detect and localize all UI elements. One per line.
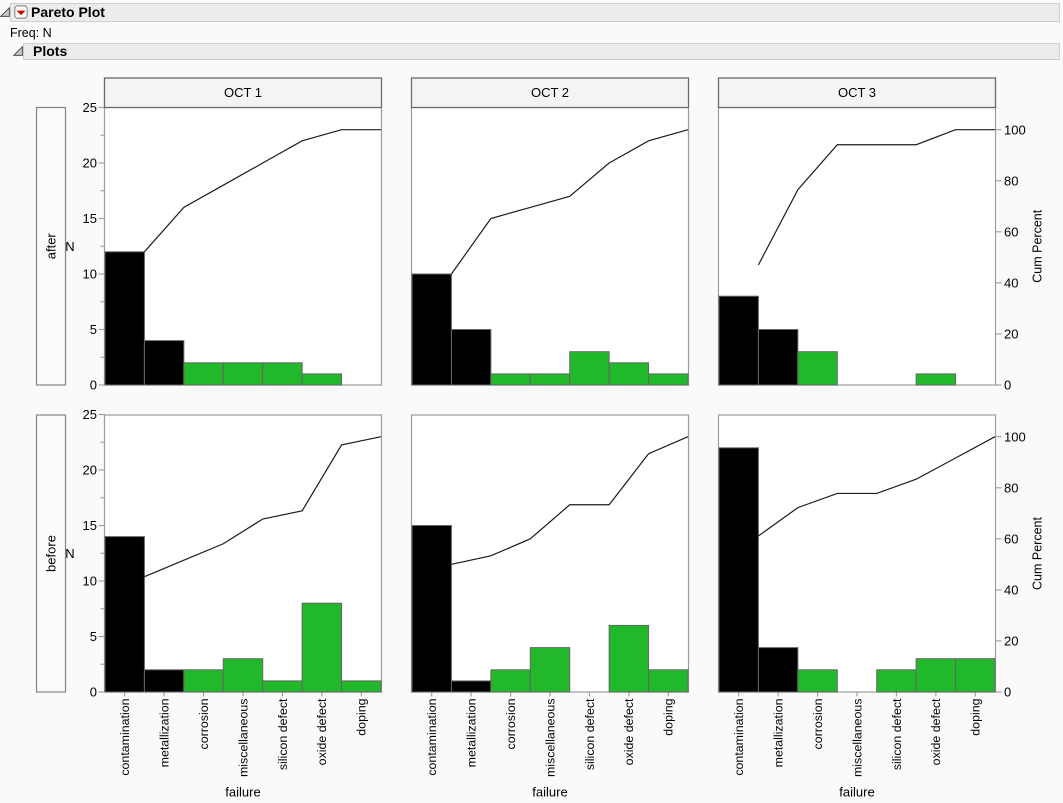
- svg-text:miscellaneous: miscellaneous: [850, 699, 864, 778]
- svg-text:failure: failure: [225, 785, 260, 800]
- svg-text:miscellaneous: miscellaneous: [543, 699, 557, 778]
- svg-text:80: 80: [1004, 173, 1018, 188]
- svg-text:OCT 2: OCT 2: [531, 85, 569, 100]
- svg-text:corrosion: corrosion: [197, 698, 211, 749]
- svg-text:oxide defect: oxide defect: [315, 698, 329, 765]
- svg-text:N: N: [65, 239, 74, 254]
- svg-text:0: 0: [90, 378, 97, 393]
- svg-text:failure: failure: [532, 785, 567, 800]
- svg-text:Cum Percent: Cum Percent: [1030, 209, 1044, 282]
- svg-text:doping: doping: [355, 698, 369, 735]
- svg-text:0: 0: [1004, 685, 1011, 700]
- svg-text:contamination: contamination: [425, 698, 439, 775]
- svg-text:25: 25: [83, 407, 97, 422]
- svg-text:Cum Percent: Cum Percent: [1030, 517, 1044, 590]
- svg-text:silicon defect: silicon defect: [890, 698, 904, 770]
- svg-text:60: 60: [1004, 224, 1018, 239]
- svg-text:silicon defect: silicon defect: [583, 698, 597, 770]
- svg-text:15: 15: [83, 518, 97, 533]
- svg-text:OCT 1: OCT 1: [224, 85, 262, 100]
- svg-text:40: 40: [1004, 582, 1018, 597]
- svg-text:60: 60: [1004, 531, 1018, 546]
- svg-text:15: 15: [83, 211, 97, 226]
- svg-text:100: 100: [1004, 122, 1026, 137]
- svg-text:miscellaneous: miscellaneous: [236, 699, 250, 778]
- svg-text:5: 5: [90, 629, 97, 644]
- svg-text:N: N: [65, 546, 74, 561]
- svg-text:0: 0: [1004, 378, 1011, 393]
- svg-text:5: 5: [90, 322, 97, 337]
- svg-text:20: 20: [1004, 633, 1018, 648]
- svg-text:before: before: [44, 535, 59, 572]
- svg-text:metallization: metallization: [464, 698, 478, 767]
- svg-text:oxide defect: oxide defect: [622, 698, 636, 765]
- svg-text:40: 40: [1004, 275, 1018, 290]
- svg-text:doping: doping: [662, 698, 676, 735]
- svg-text:doping: doping: [969, 698, 983, 735]
- svg-text:OCT 3: OCT 3: [838, 85, 876, 100]
- svg-text:25: 25: [83, 100, 97, 115]
- svg-text:20: 20: [83, 156, 97, 171]
- svg-text:0: 0: [90, 685, 97, 700]
- svg-text:oxide defect: oxide defect: [929, 698, 943, 765]
- svg-text:10: 10: [83, 574, 97, 589]
- svg-text:corrosion: corrosion: [504, 698, 518, 749]
- svg-text:corrosion: corrosion: [811, 698, 825, 749]
- svg-text:20: 20: [83, 463, 97, 478]
- svg-text:metallization: metallization: [157, 698, 171, 767]
- svg-text:after: after: [44, 233, 59, 260]
- svg-text:failure: failure: [839, 785, 874, 800]
- svg-text:80: 80: [1004, 480, 1018, 495]
- svg-text:contamination: contamination: [118, 698, 132, 775]
- svg-text:silicon defect: silicon defect: [276, 698, 290, 770]
- svg-text:metallization: metallization: [771, 698, 785, 767]
- svg-text:contamination: contamination: [732, 698, 746, 775]
- svg-text:10: 10: [83, 267, 97, 282]
- svg-text:100: 100: [1004, 429, 1026, 444]
- svg-text:20: 20: [1004, 326, 1018, 341]
